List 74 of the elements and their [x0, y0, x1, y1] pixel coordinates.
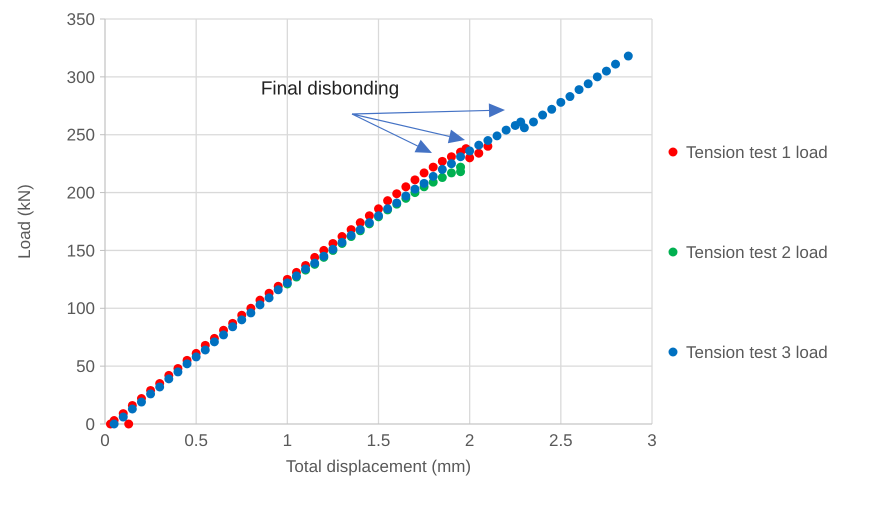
- point: [420, 168, 429, 178]
- point: [237, 315, 246, 324]
- legend-label: Tension test 3 load: [686, 342, 828, 362]
- point: [401, 182, 410, 192]
- point: [624, 52, 633, 61]
- point: [538, 110, 548, 120]
- point: [264, 293, 274, 302]
- y-tick-label: 350: [66, 10, 95, 29]
- point: [474, 148, 484, 158]
- y-tick-label: 200: [66, 184, 95, 203]
- point: [136, 398, 146, 407]
- point: [420, 178, 429, 188]
- point: [547, 104, 556, 114]
- point: [602, 66, 611, 76]
- y-tick-label: 300: [66, 68, 95, 87]
- point: [246, 308, 256, 318]
- point: [556, 98, 566, 107]
- point: [502, 126, 511, 135]
- point: [446, 168, 456, 178]
- point: [392, 189, 402, 198]
- point: [128, 404, 137, 414]
- point: [124, 420, 134, 428]
- x-tick-label: 2: [464, 431, 474, 450]
- point: [173, 367, 182, 376]
- y-tick-label: 50: [76, 357, 95, 376]
- point: [592, 72, 602, 82]
- y-axis-title: Load (kN): [15, 184, 34, 259]
- point: [428, 162, 438, 172]
- x-tick-label: 0: [100, 431, 110, 450]
- y-tick-label: 0: [86, 414, 95, 434]
- point: [255, 300, 264, 310]
- point: [219, 330, 228, 340]
- point: [438, 164, 447, 174]
- legend-label: Tension test 2 load: [686, 242, 828, 262]
- point: [274, 285, 283, 294]
- point: [428, 172, 438, 181]
- x-tick-label: 1.5: [366, 431, 390, 450]
- y-tick-label: 250: [66, 126, 95, 145]
- point: [200, 345, 210, 354]
- point: [155, 382, 164, 392]
- point: [584, 79, 593, 88]
- y-tick-label: 150: [66, 241, 95, 260]
- point: [146, 389, 156, 398]
- point: [192, 352, 201, 362]
- point: [410, 184, 420, 194]
- point: [228, 322, 238, 332]
- point: [438, 173, 447, 182]
- x-tick-label: 2.5: [549, 431, 573, 450]
- point: [574, 85, 584, 94]
- point: [528, 117, 538, 126]
- annotation: Final disbonding: [260, 78, 400, 100]
- y-tick-label: 100: [66, 299, 95, 318]
- point: [483, 136, 492, 145]
- legend-label: Tension test 1 load: [686, 142, 828, 162]
- point: [110, 420, 119, 428]
- point: [492, 131, 502, 140]
- point: [520, 123, 529, 132]
- point: [410, 175, 420, 184]
- x-tick-label: 0.5: [184, 431, 208, 450]
- point: [565, 92, 574, 102]
- point: [438, 156, 447, 166]
- point: [182, 359, 192, 368]
- x-tick-label: 3: [647, 431, 657, 450]
- point: [210, 337, 219, 346]
- point: [383, 196, 392, 206]
- x-axis-title: Total displacement (mm): [286, 457, 472, 476]
- x-tick-label: 1: [282, 431, 292, 450]
- point: [118, 412, 128, 422]
- point: [164, 374, 174, 384]
- point: [474, 140, 484, 150]
- point: [611, 60, 620, 69]
- point: [465, 146, 474, 156]
- point: [456, 152, 466, 162]
- point: [446, 159, 456, 168]
